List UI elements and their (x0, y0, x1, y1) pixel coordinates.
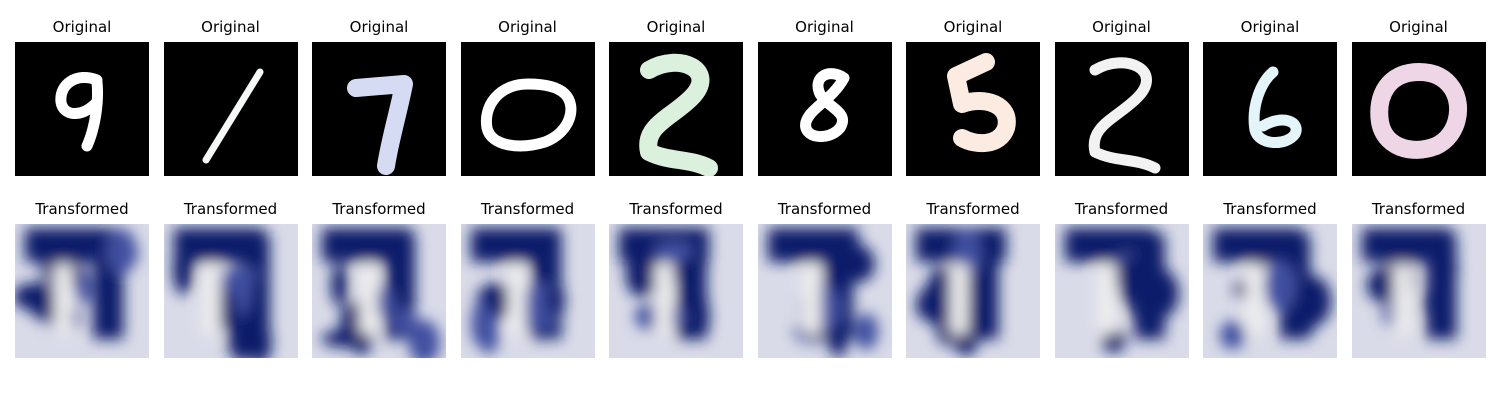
transformed-image (460, 224, 595, 358)
transformed-image (15, 224, 149, 358)
panel-title: Transformed (35, 200, 129, 218)
panel-title: Transformed (480, 200, 575, 218)
original-digit-image (15, 42, 149, 176)
panel-title: Original (201, 18, 260, 36)
panel-title: Transformed (332, 200, 426, 218)
panel-title: Original (52, 18, 112, 36)
original-digit-image (609, 42, 743, 176)
digit-stroke (639, 53, 718, 176)
transformed-image (1054, 224, 1189, 358)
original-digit-image (906, 42, 1040, 176)
digit-stroke (347, 75, 413, 175)
transformed-image (1203, 224, 1337, 358)
original-digit-image (1351, 42, 1486, 176)
original-digit-image (1054, 42, 1189, 176)
transformed-image (163, 224, 298, 358)
original-digit-image (163, 42, 298, 176)
panel-title: Original (1389, 18, 1448, 36)
transformed-image (757, 224, 892, 358)
panel-title: Transformed (1223, 200, 1317, 218)
panel-title: Original (646, 18, 706, 36)
panel-title: Transformed (1371, 200, 1466, 218)
panel-title: Original (795, 18, 854, 36)
transformed-image (312, 224, 446, 358)
panel-title: Original (498, 18, 557, 36)
digit-stroke (947, 53, 1016, 153)
transformed-image (1351, 224, 1486, 358)
panel-title: Transformed (629, 200, 723, 218)
digit-stroke (1248, 66, 1302, 148)
panel-title: Transformed (926, 200, 1020, 218)
panel-title: Original (1092, 18, 1151, 36)
digit-stroke (55, 72, 103, 152)
transformed-image (609, 224, 743, 358)
original-digit-image (460, 42, 595, 176)
digit-stroke (1088, 57, 1160, 174)
original-digit-image (312, 42, 446, 176)
panel-title: Original (1240, 18, 1300, 36)
panel-title: Original (349, 18, 409, 36)
transformed-image (906, 224, 1040, 358)
original-digit-image (1203, 42, 1337, 176)
digit-stroke (480, 78, 576, 152)
digit-stroke (799, 68, 849, 142)
panel-title: Original (943, 18, 1003, 36)
original-digit-image (757, 42, 892, 176)
panel-title: Transformed (183, 200, 278, 218)
panel-title: Transformed (1074, 200, 1169, 218)
digit-stroke (202, 68, 263, 164)
digit-stroke (1369, 63, 1467, 159)
panel-title: Transformed (777, 200, 872, 218)
